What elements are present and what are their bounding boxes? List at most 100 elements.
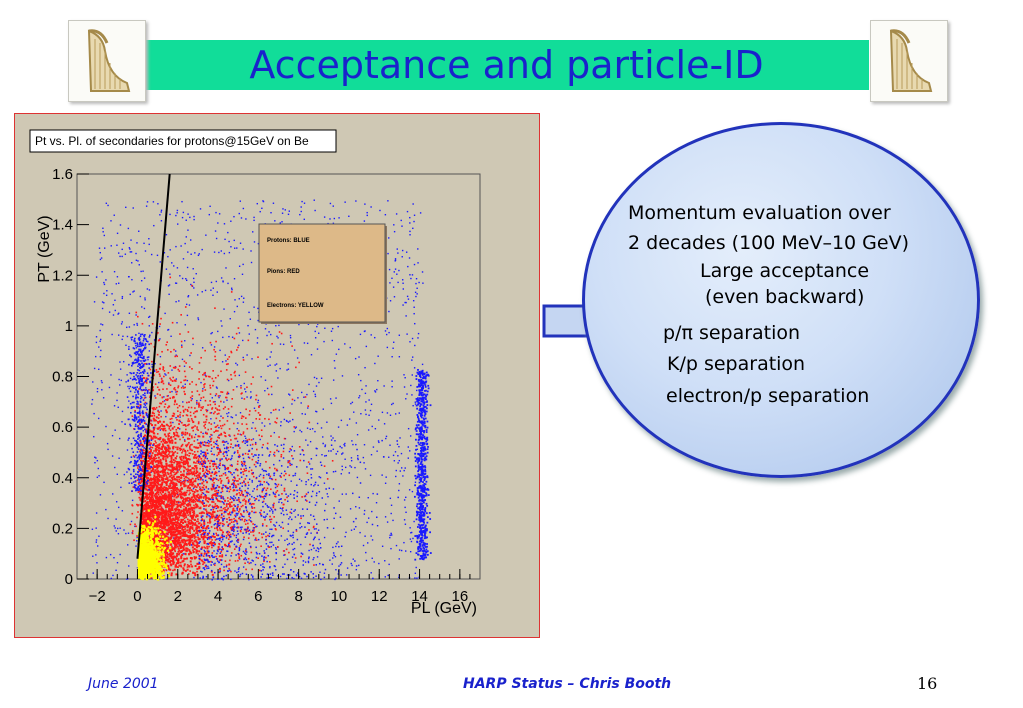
pion-point	[139, 440, 142, 443]
proton-point	[248, 466, 251, 469]
pion-point	[246, 493, 249, 495]
proton-point	[182, 401, 184, 403]
pion-point	[161, 540, 164, 543]
pion-point	[212, 384, 214, 387]
proton-point	[160, 410, 162, 412]
pion-point	[157, 427, 160, 430]
proton-point	[138, 230, 140, 232]
proton-point	[96, 562, 98, 564]
pion-point	[161, 471, 164, 474]
pion-point	[133, 539, 135, 542]
pion-point	[186, 432, 189, 434]
pion-point	[175, 431, 178, 433]
pion-point	[148, 463, 150, 465]
pion-point	[164, 451, 167, 454]
pion-point	[198, 362, 201, 364]
pion-point	[205, 516, 208, 518]
proton-point	[286, 513, 288, 516]
proton-point	[409, 234, 411, 236]
proton-point	[168, 293, 170, 296]
pion-point	[150, 484, 153, 487]
pion-point	[158, 508, 160, 510]
pion-point	[159, 375, 161, 377]
proton-point	[198, 253, 200, 255]
pion-point	[222, 515, 225, 518]
pion-point	[225, 396, 227, 399]
pion-point	[197, 458, 200, 460]
pion-point	[169, 483, 171, 485]
pion-point	[154, 424, 157, 427]
pion-point	[235, 486, 238, 489]
pion-point	[164, 553, 167, 556]
proton-point	[156, 254, 159, 257]
proton-point	[290, 341, 292, 343]
proton-point	[398, 483, 401, 485]
pion-point	[190, 471, 193, 474]
pion-point	[204, 565, 207, 568]
pion-point	[181, 461, 184, 464]
proton-point	[316, 325, 318, 328]
pion-point	[194, 522, 197, 524]
pion-point	[160, 440, 163, 443]
pion-point	[144, 482, 147, 485]
proton-point	[326, 421, 328, 423]
proton-point	[130, 239, 132, 241]
proton-point	[270, 212, 272, 214]
proton-point	[276, 335, 278, 338]
proton-point	[363, 513, 366, 515]
pion-point	[227, 476, 229, 479]
pion-point	[185, 514, 187, 517]
pion-point	[197, 520, 199, 523]
proton-point	[272, 202, 275, 204]
pion-point	[171, 539, 174, 542]
pion-point	[219, 434, 221, 436]
pion-point	[266, 442, 269, 445]
pion-point	[196, 567, 199, 570]
pion-point	[185, 362, 187, 364]
pion-point	[161, 487, 164, 490]
proton-point	[175, 245, 177, 248]
proton-point	[273, 431, 276, 434]
pion-point	[170, 497, 173, 500]
proton-point	[238, 298, 240, 300]
pion-point	[167, 564, 170, 567]
pion-point	[205, 552, 208, 555]
proton-point	[406, 333, 408, 335]
pion-point	[237, 483, 240, 486]
proton-point	[129, 251, 131, 253]
proton-point	[193, 576, 195, 579]
proton-point	[367, 517, 370, 519]
proton-point	[160, 211, 162, 213]
proton-point	[178, 300, 180, 302]
proton-point	[242, 263, 244, 266]
pion-point	[152, 443, 155, 446]
proton-point	[144, 250, 147, 252]
pion-point	[233, 483, 236, 485]
pion-point	[289, 464, 292, 466]
pion-point	[180, 531, 183, 534]
pion-point	[177, 385, 180, 387]
pion-point	[273, 502, 275, 505]
pion-point	[160, 506, 163, 509]
pion-point	[172, 447, 175, 450]
pion-point	[157, 493, 160, 496]
proton-point	[409, 216, 411, 219]
pion-point	[219, 529, 222, 531]
proton-point	[228, 251, 231, 254]
proton-point	[111, 333, 113, 336]
pion-point	[242, 499, 244, 502]
proton-point	[195, 273, 197, 275]
pion-point	[156, 482, 159, 485]
pion-point	[175, 573, 178, 576]
pion-point	[194, 544, 197, 547]
pion-point	[172, 548, 175, 551]
pion-point	[162, 445, 165, 448]
pion-point	[195, 526, 198, 529]
proton-point	[404, 467, 406, 469]
pion-point	[170, 379, 172, 381]
pion-point	[244, 478, 247, 480]
pion-point	[166, 388, 168, 390]
pion-point	[157, 410, 159, 413]
pion-point	[233, 548, 236, 550]
pion-point	[131, 512, 134, 515]
